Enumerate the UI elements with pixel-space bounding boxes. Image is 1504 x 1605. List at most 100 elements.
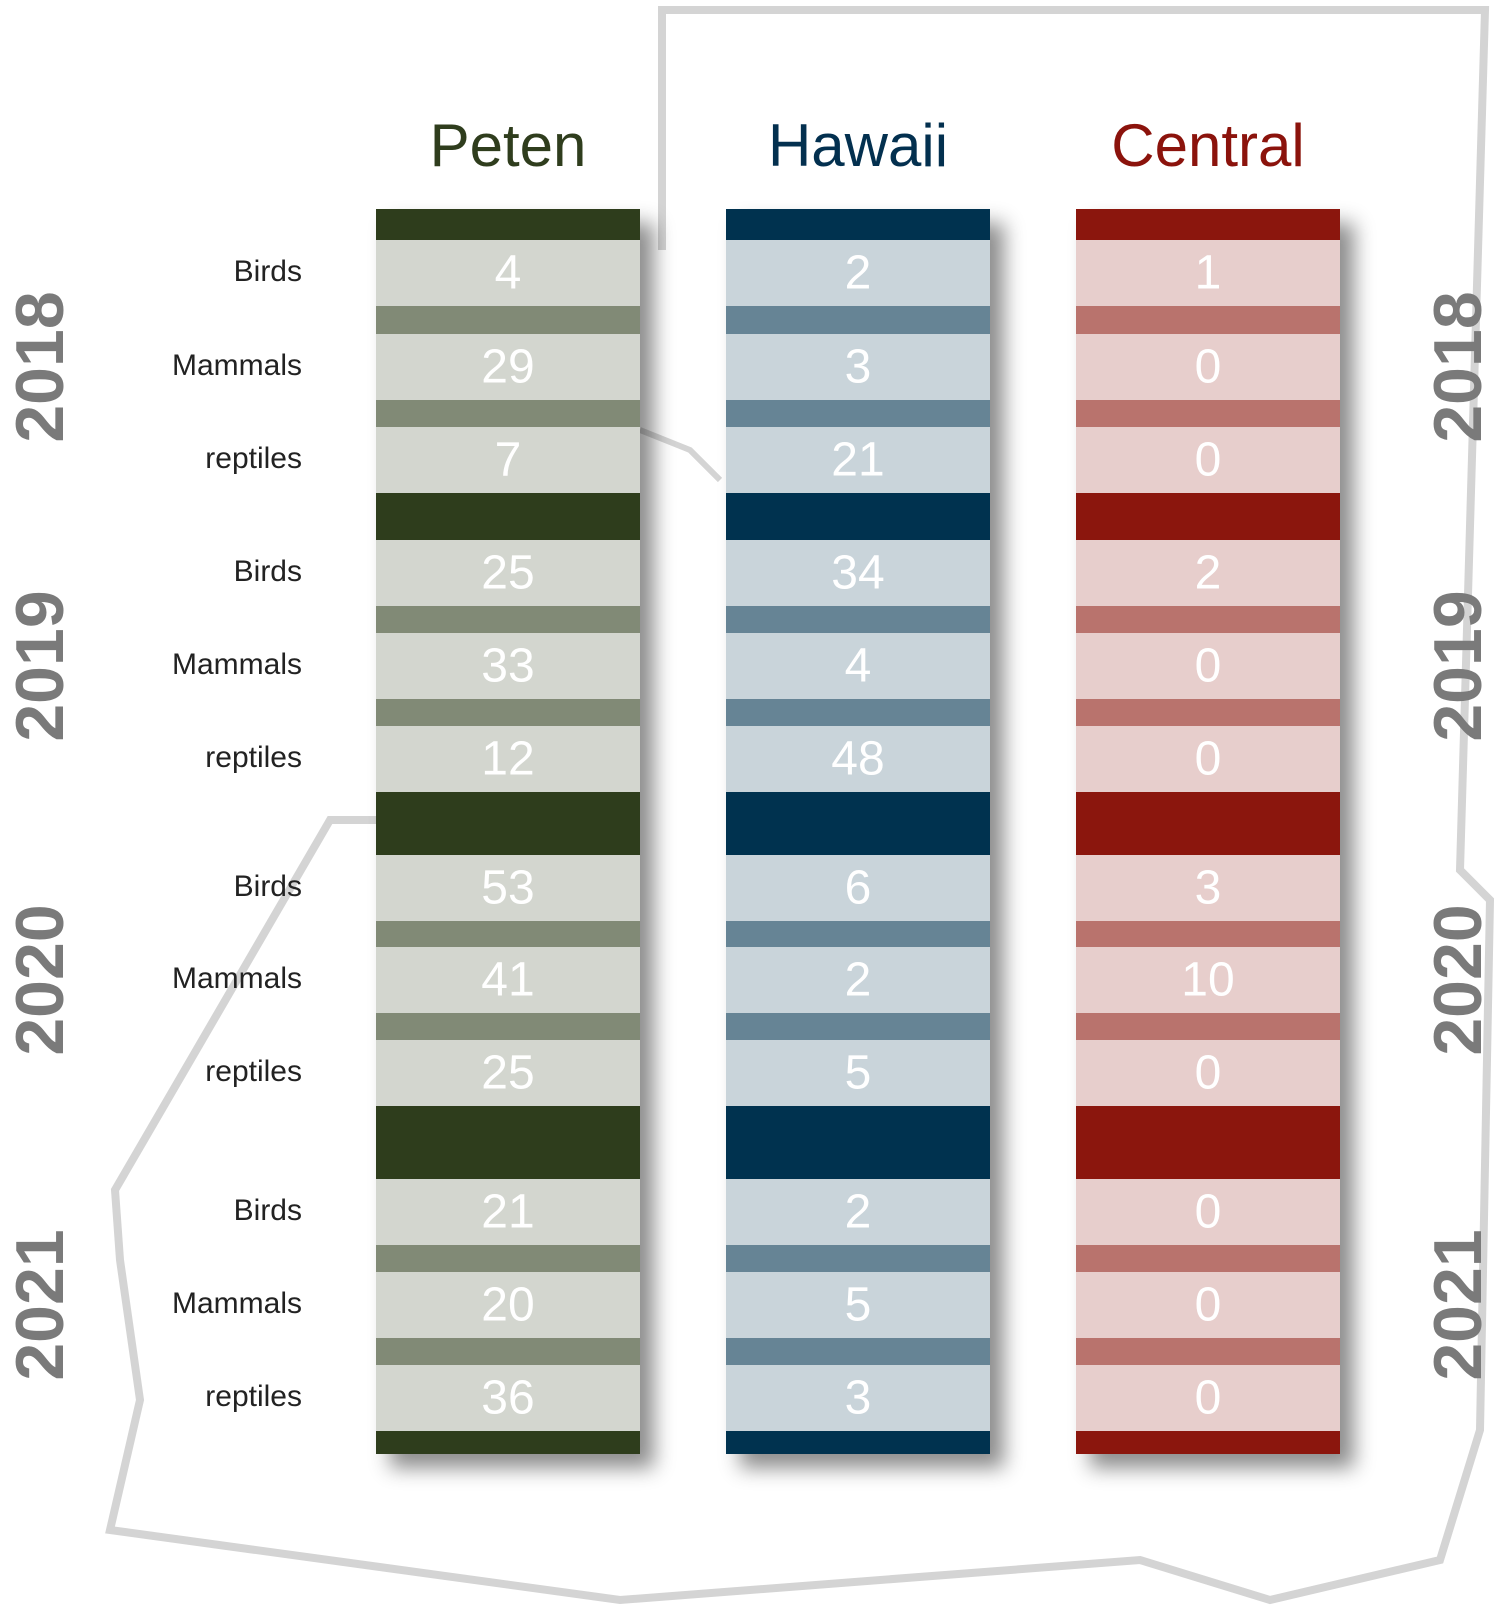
cell-value: 2 bbox=[845, 1186, 872, 1239]
cell-value: 41 bbox=[481, 954, 534, 1007]
cell-value: 10 bbox=[1181, 954, 1234, 1007]
row-band bbox=[1076, 1040, 1340, 1106]
row-band bbox=[726, 334, 990, 400]
row-band bbox=[376, 1365, 640, 1431]
map-outline bbox=[638, 427, 723, 483]
row-band bbox=[1076, 240, 1340, 306]
cell-value: 3 bbox=[845, 1372, 872, 1425]
column-header: Central bbox=[1111, 112, 1304, 179]
row-band bbox=[376, 540, 640, 606]
row-band bbox=[726, 947, 990, 1013]
cell-value: 48 bbox=[831, 733, 884, 786]
row-band bbox=[726, 855, 990, 921]
row-band bbox=[1076, 726, 1340, 792]
map-outline bbox=[105, 6, 1495, 1605]
year-label: 2021 bbox=[1420, 1229, 1496, 1380]
cell-value: 0 bbox=[1195, 341, 1222, 394]
row-label: reptiles bbox=[205, 442, 302, 475]
row-band bbox=[1076, 1272, 1340, 1338]
row-band bbox=[726, 240, 990, 306]
cell-value: 3 bbox=[1195, 862, 1222, 915]
cell-value: 0 bbox=[1195, 1186, 1222, 1239]
cell-value: 0 bbox=[1195, 640, 1222, 693]
cell-value: 34 bbox=[831, 547, 884, 600]
row-band bbox=[1076, 334, 1340, 400]
year-label: 2019 bbox=[1420, 590, 1496, 741]
row-band bbox=[376, 726, 640, 792]
row-band bbox=[726, 1272, 990, 1338]
row-label: Birds bbox=[234, 870, 302, 903]
cell-value: 6 bbox=[845, 862, 872, 915]
cell-value: 36 bbox=[481, 1372, 534, 1425]
row-band bbox=[726, 1365, 990, 1431]
cell-value: 0 bbox=[1195, 434, 1222, 487]
row-label: Mammals bbox=[172, 1287, 302, 1320]
row-label: Birds bbox=[234, 555, 302, 588]
row-label: Mammals bbox=[172, 648, 302, 681]
cell-value: 1 bbox=[1195, 247, 1222, 300]
row-label: reptiles bbox=[205, 1055, 302, 1088]
row-band bbox=[1076, 540, 1340, 606]
year-label: 2019 bbox=[2, 590, 78, 741]
row-band bbox=[726, 1040, 990, 1106]
row-band bbox=[376, 1179, 640, 1245]
year-label: 2021 bbox=[2, 1229, 78, 1380]
cell-value: 2 bbox=[845, 247, 872, 300]
row-band bbox=[376, 947, 640, 1013]
row-label: Birds bbox=[234, 1194, 302, 1227]
column-header: Peten bbox=[430, 112, 587, 179]
row-band bbox=[376, 334, 640, 400]
row-band bbox=[376, 1272, 640, 1338]
row-band bbox=[726, 726, 990, 792]
column bbox=[1076, 209, 1340, 1454]
row-label: Birds bbox=[234, 255, 302, 288]
cell-value: 25 bbox=[481, 1047, 534, 1100]
row-label: Mammals bbox=[172, 962, 302, 995]
cell-value: 7 bbox=[495, 434, 522, 487]
year-label: 2020 bbox=[2, 904, 78, 1055]
row-band bbox=[376, 855, 640, 921]
column-header: Hawaii bbox=[768, 112, 948, 179]
cell-value: 2 bbox=[1195, 547, 1222, 600]
cell-value: 25 bbox=[481, 547, 534, 600]
cell-value: 20 bbox=[481, 1279, 534, 1332]
cell-value: 2 bbox=[845, 954, 872, 1007]
row-band bbox=[1076, 633, 1340, 699]
cell-value: 3 bbox=[845, 341, 872, 394]
cell-value: 0 bbox=[1195, 733, 1222, 786]
row-band bbox=[726, 1179, 990, 1245]
cell-value: 4 bbox=[495, 247, 522, 300]
cell-value: 53 bbox=[481, 862, 534, 915]
year-label: 2018 bbox=[2, 291, 78, 442]
row-band bbox=[726, 427, 990, 493]
row-label: Mammals bbox=[172, 349, 302, 382]
row-band bbox=[1076, 1365, 1340, 1431]
cell-value: 21 bbox=[831, 434, 884, 487]
cell-value: 21 bbox=[481, 1186, 534, 1239]
row-band bbox=[376, 427, 640, 493]
row-band bbox=[1076, 855, 1340, 921]
row-band bbox=[376, 1040, 640, 1106]
year-label: 2020 bbox=[1420, 904, 1496, 1055]
row-band bbox=[1076, 947, 1340, 1013]
cell-value: 12 bbox=[481, 733, 534, 786]
row-band bbox=[1076, 427, 1340, 493]
column bbox=[726, 209, 990, 1454]
row-band bbox=[376, 240, 640, 306]
row-band bbox=[1076, 1179, 1340, 1245]
cell-value: 5 bbox=[845, 1047, 872, 1100]
cell-value: 4 bbox=[845, 640, 872, 693]
cell-value: 33 bbox=[481, 640, 534, 693]
cell-value: 29 bbox=[481, 341, 534, 394]
cell-value: 0 bbox=[1195, 1279, 1222, 1332]
cell-value: 5 bbox=[845, 1279, 872, 1332]
row-band bbox=[376, 633, 640, 699]
column bbox=[376, 209, 640, 1454]
row-label: reptiles bbox=[205, 741, 302, 774]
cell-value: 0 bbox=[1195, 1372, 1222, 1425]
row-label: reptiles bbox=[205, 1380, 302, 1413]
row-band bbox=[726, 633, 990, 699]
row-band bbox=[726, 540, 990, 606]
year-label: 2018 bbox=[1420, 291, 1496, 442]
